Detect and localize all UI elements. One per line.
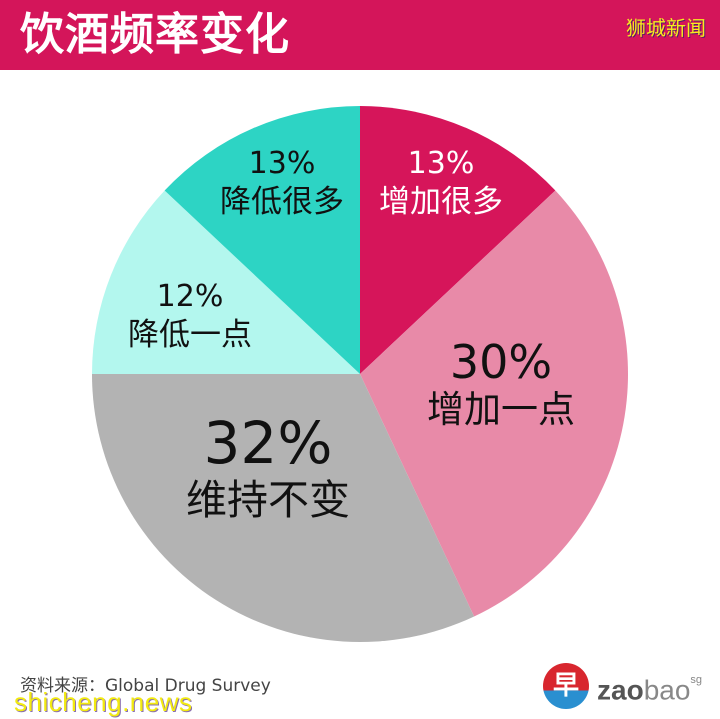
pie-slice [92, 190, 360, 374]
slice-label-increase-much: 13% 增加很多 [379, 146, 503, 222]
slice-label-increase-little: 30% 增加一点 [427, 336, 575, 432]
pie-slice [360, 190, 628, 617]
slice-category: 增加很多 [379, 184, 503, 220]
slice-label-unchanged: 32% 维持不变 [186, 410, 350, 524]
slice-pct: 13% [407, 146, 475, 181]
pie-slice [164, 105, 360, 374]
slice-category: 增加一点 [427, 388, 575, 431]
pie-slice [360, 106, 556, 374]
slice-pct: 12% [156, 279, 224, 314]
chart-title: 饮酒频率变化 [20, 9, 290, 60]
header-bar: 饮酒频率变化 狮城新闻 [0, 0, 720, 70]
logo-bao: bao [643, 674, 691, 706]
logo-zao: zao [597, 674, 644, 706]
source-note: 资料来源：Global Drug Survey [20, 676, 271, 696]
zaobao-logo: 早 zaobaosg [543, 663, 713, 713]
slice-pct: 30% [449, 335, 553, 389]
brand-watermark: 狮城新闻 [626, 16, 706, 40]
zaobao-logo-icon: 早 [543, 663, 589, 709]
slice-category: 降低很多 [220, 184, 344, 220]
logo-sg: sg [690, 674, 703, 686]
zaobao-wordmark: zaobaosg [597, 669, 702, 707]
slice-pct: 13% [248, 146, 316, 181]
pie-slice [92, 374, 475, 642]
slice-label-decrease-much: 13% 降低很多 [220, 146, 344, 222]
slice-category: 降低一点 [128, 317, 252, 353]
slice-label-decrease-little: 12% 降低一点 [128, 279, 252, 355]
slice-pct: 32% [203, 409, 333, 477]
site-watermark: shicheng.news [14, 687, 193, 717]
slice-category: 维持不变 [186, 476, 350, 524]
